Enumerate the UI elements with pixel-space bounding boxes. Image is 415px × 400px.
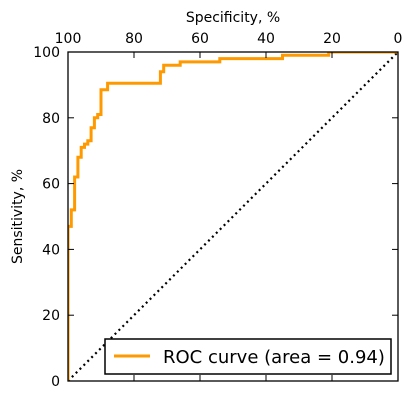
y-tick-label: 100 [33, 45, 60, 61]
x-tick-label: 60 [191, 31, 209, 47]
ticks: 100 80 60 40 20 0 0 20 40 60 80 100 [33, 31, 402, 390]
x-tick-label: 100 [55, 31, 82, 47]
y-axis-title: Sensitivity, % [10, 169, 26, 264]
legend-label: ROC curve (area = 0.94) [163, 347, 385, 368]
axes-frame [67, 51, 399, 382]
y-tick-label: 60 [42, 177, 60, 193]
legend-box [104, 338, 392, 375]
y-tick-label: 40 [42, 242, 60, 258]
chance-line [68, 52, 398, 381]
legend: ROC curve (area = 0.94) [104, 338, 392, 375]
x-tick-label: 40 [257, 31, 275, 47]
x-axis-title: Specificity, % [186, 10, 280, 26]
x-tick-label: 20 [323, 31, 341, 47]
x-tick-label: 80 [125, 31, 143, 47]
plot-content [68, 52, 398, 381]
y-tick-label: 80 [42, 111, 60, 127]
plot-frame [67, 51, 399, 382]
x-tick-label: 0 [394, 31, 403, 47]
y-tick-label: 20 [42, 308, 60, 324]
roc-curve-line [68, 52, 398, 381]
y-tick-label: 0 [51, 374, 60, 390]
